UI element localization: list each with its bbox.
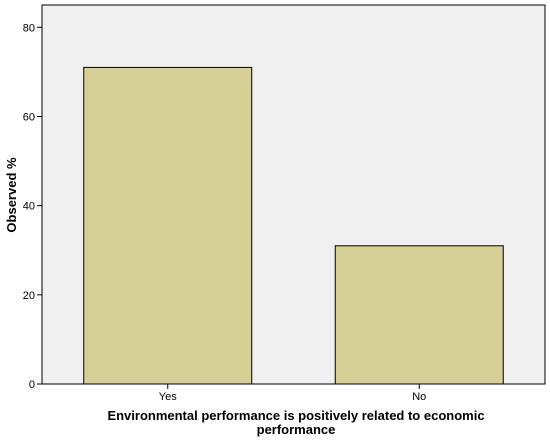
x-axis-title-line-2: performance [257,422,336,437]
bar-yes [83,66,253,385]
x-tick-label: No [412,391,426,403]
y-axis-title: Observed % [4,157,19,233]
x-axis-title-line-1: Environmental performance is positively … [107,408,484,423]
y-tick-label: 40 [23,201,35,213]
y-axis: 0 20 40 60 80 [23,5,43,391]
x-tick-label: Yes [159,391,177,403]
y-tick-label: 60 [23,111,35,123]
y-tick-label: 0 [29,379,35,391]
y-tick-label: 80 [23,22,35,34]
x-axis: Yes No [159,384,426,403]
bar-no [334,245,504,385]
bars-group [83,66,504,385]
y-tick-label: 20 [23,290,35,302]
